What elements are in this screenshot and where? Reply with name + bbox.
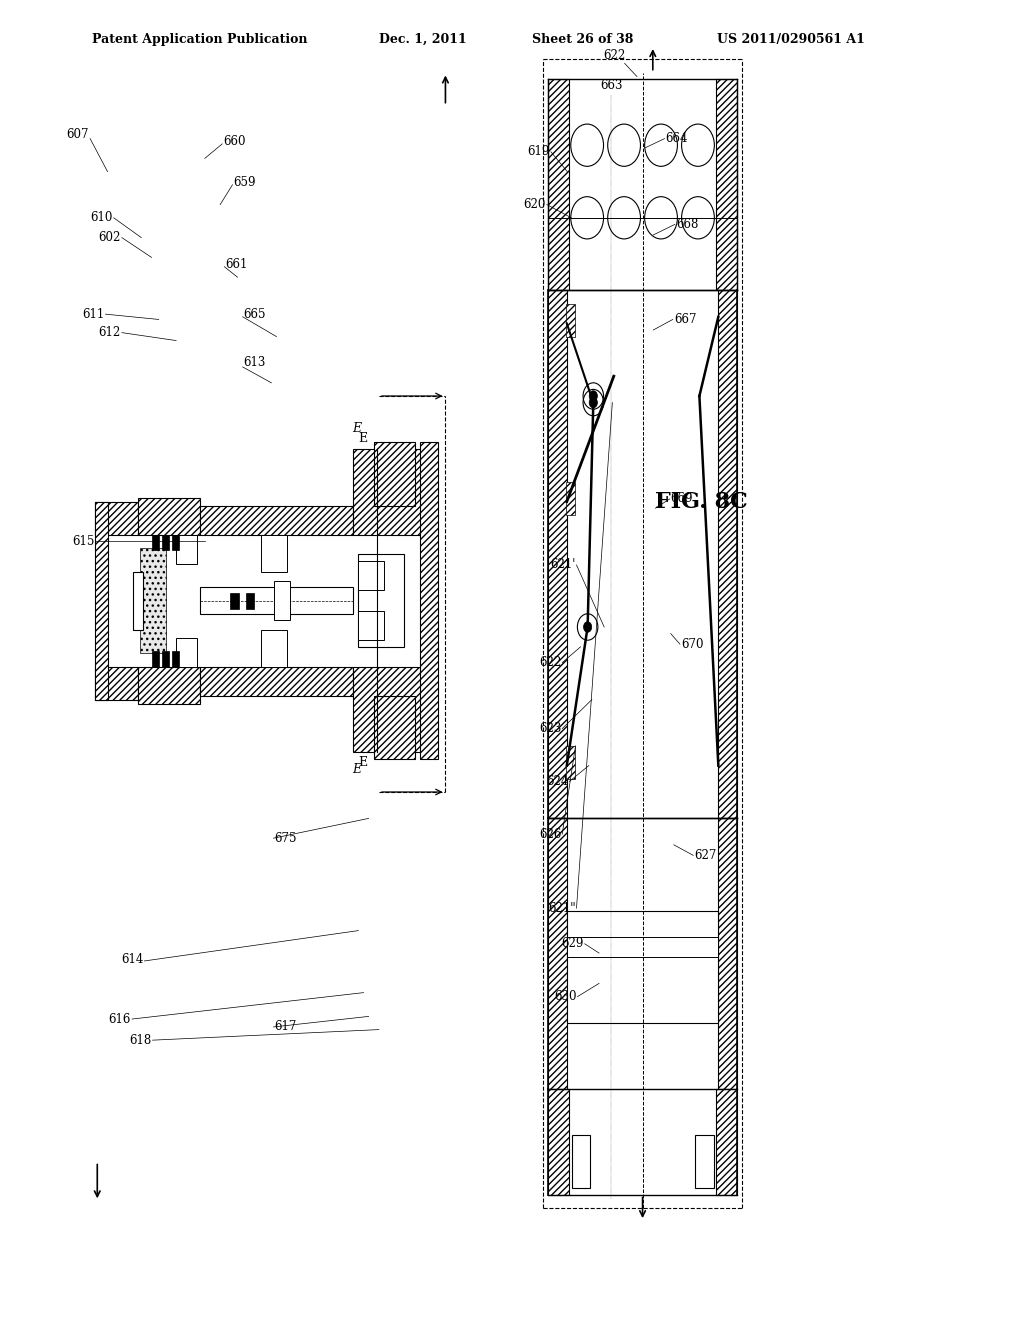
Text: 664: 664 bbox=[666, 132, 688, 145]
Bar bbox=[172, 535, 179, 550]
Circle shape bbox=[584, 622, 592, 632]
Text: 660: 660 bbox=[223, 135, 246, 148]
Text: 615: 615 bbox=[72, 535, 94, 548]
Bar bbox=[95, 502, 138, 535]
Bar bbox=[176, 535, 197, 564]
Text: 669: 669 bbox=[671, 492, 693, 506]
Bar bbox=[246, 593, 254, 609]
Text: 614: 614 bbox=[121, 953, 143, 966]
Bar bbox=[172, 651, 179, 667]
Bar bbox=[162, 651, 169, 667]
Bar bbox=[138, 667, 200, 704]
Bar bbox=[719, 818, 737, 1089]
Bar bbox=[566, 746, 575, 779]
Bar bbox=[571, 1135, 590, 1188]
Text: 616: 616 bbox=[109, 1012, 131, 1026]
Text: 620: 620 bbox=[523, 198, 546, 211]
Text: 618: 618 bbox=[129, 1034, 152, 1047]
Text: 626: 626 bbox=[539, 828, 561, 841]
Text: E: E bbox=[352, 422, 360, 436]
Bar bbox=[200, 667, 353, 696]
Text: 621': 621' bbox=[550, 558, 575, 572]
Bar bbox=[717, 1089, 737, 1195]
Bar bbox=[353, 667, 425, 752]
Bar bbox=[358, 561, 384, 590]
Circle shape bbox=[589, 397, 597, 408]
Bar bbox=[138, 498, 200, 535]
Circle shape bbox=[589, 391, 597, 401]
Text: 622: 622 bbox=[539, 656, 561, 669]
Text: 602: 602 bbox=[98, 231, 121, 244]
Bar bbox=[261, 630, 287, 667]
Bar bbox=[200, 506, 353, 535]
Bar bbox=[152, 651, 159, 667]
Bar bbox=[358, 554, 404, 647]
Text: 624: 624 bbox=[546, 775, 568, 788]
Text: 675: 675 bbox=[274, 832, 297, 845]
Text: 613: 613 bbox=[244, 356, 266, 370]
Bar bbox=[261, 535, 287, 572]
Bar bbox=[567, 937, 719, 957]
Text: 617: 617 bbox=[274, 1020, 297, 1034]
Text: 622: 622 bbox=[603, 49, 626, 62]
Text: 670: 670 bbox=[681, 638, 703, 651]
Text: 667: 667 bbox=[674, 313, 696, 326]
Text: Sheet 26 of 38: Sheet 26 of 38 bbox=[532, 33, 634, 46]
Text: 663: 663 bbox=[600, 79, 623, 92]
Text: 661: 661 bbox=[225, 257, 248, 271]
Bar bbox=[95, 667, 138, 700]
Bar bbox=[176, 638, 197, 667]
Text: E: E bbox=[358, 756, 368, 770]
Text: 627: 627 bbox=[694, 849, 717, 862]
Bar bbox=[717, 79, 737, 290]
Bar bbox=[95, 502, 108, 700]
Text: 659: 659 bbox=[233, 176, 256, 189]
Text: 623: 623 bbox=[539, 722, 561, 735]
Text: 665: 665 bbox=[244, 308, 266, 321]
Text: 612: 612 bbox=[98, 326, 121, 339]
Bar bbox=[548, 290, 567, 818]
Bar bbox=[374, 696, 415, 759]
Bar bbox=[566, 482, 575, 515]
Bar bbox=[152, 535, 159, 550]
Bar bbox=[230, 593, 239, 609]
Text: US 2011/0290561 A1: US 2011/0290561 A1 bbox=[717, 33, 864, 46]
Bar bbox=[162, 535, 169, 550]
Bar bbox=[420, 442, 438, 759]
Bar bbox=[548, 818, 567, 1089]
Bar bbox=[566, 304, 575, 337]
Text: Patent Application Publication: Patent Application Publication bbox=[92, 33, 307, 46]
Text: 668: 668 bbox=[676, 218, 698, 231]
Text: FIG. 8C: FIG. 8C bbox=[655, 491, 748, 512]
Bar bbox=[567, 911, 719, 1023]
Bar bbox=[695, 1135, 714, 1188]
Bar bbox=[353, 449, 425, 535]
Bar bbox=[719, 290, 737, 818]
Bar bbox=[274, 581, 290, 620]
Text: Dec. 1, 2011: Dec. 1, 2011 bbox=[379, 33, 467, 46]
Bar bbox=[374, 442, 415, 506]
Text: 610: 610 bbox=[90, 211, 113, 224]
Text: 621": 621" bbox=[548, 902, 575, 915]
Bar bbox=[358, 611, 384, 640]
Text: 607: 607 bbox=[67, 128, 89, 141]
Text: 630: 630 bbox=[554, 990, 577, 1003]
Bar bbox=[548, 1089, 568, 1195]
Bar bbox=[548, 79, 568, 290]
Bar bbox=[200, 587, 353, 614]
Text: E: E bbox=[358, 432, 368, 445]
Text: 629: 629 bbox=[561, 937, 584, 950]
Bar bbox=[140, 548, 166, 653]
Text: 611: 611 bbox=[82, 308, 104, 321]
Text: 619: 619 bbox=[527, 145, 550, 158]
Bar bbox=[133, 572, 143, 630]
Text: E: E bbox=[352, 763, 360, 776]
